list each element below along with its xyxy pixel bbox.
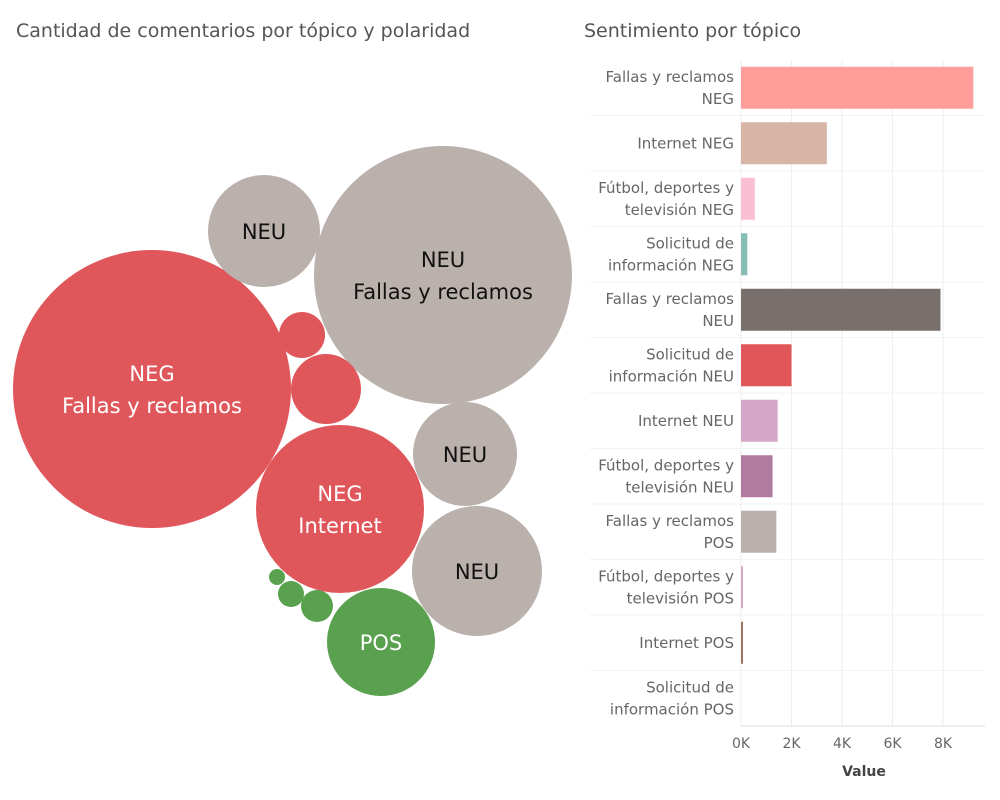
- bubble-circle[interactable]: [13, 250, 291, 528]
- bubble-circle[interactable]: [327, 588, 435, 696]
- bar[interactable]: [741, 66, 974, 109]
- category-label: NEG: [702, 90, 734, 108]
- bar[interactable]: [741, 455, 773, 498]
- bubble-circle[interactable]: [279, 312, 325, 358]
- bubble-pos[interactable]: [301, 590, 333, 622]
- bubble-label: NEU: [443, 443, 487, 467]
- bubble-circle[interactable]: [412, 506, 542, 636]
- bubble-circle[interactable]: [256, 425, 424, 593]
- bubble-label: NEU: [455, 560, 499, 584]
- category-label: Fútbol, deportes y: [598, 456, 734, 474]
- bubble-circle[interactable]: [278, 581, 304, 607]
- bubble-label: Fallas y reclamos: [353, 280, 533, 304]
- bubble-label: Fallas y reclamos: [62, 394, 242, 418]
- bubble-label: NEU: [242, 220, 286, 244]
- bubble-pos[interactable]: [269, 569, 285, 585]
- bar[interactable]: [741, 233, 748, 276]
- bubble-neu[interactable]: NEU: [412, 506, 542, 636]
- category-label: Fútbol, deportes y: [598, 567, 734, 585]
- bubble-label: NEG: [317, 482, 362, 506]
- bar[interactable]: [741, 566, 744, 609]
- category-label: información POS: [610, 700, 734, 718]
- category-label: NEU: [702, 312, 734, 330]
- category-label: televisión NEG: [625, 201, 734, 219]
- bubble-label: POS: [360, 631, 403, 655]
- category-label: Solicitud de: [646, 678, 734, 696]
- bar[interactable]: [741, 288, 941, 331]
- bubble-circle[interactable]: [269, 569, 285, 585]
- bubble-label: NEU: [421, 248, 465, 272]
- bar[interactable]: [741, 344, 792, 387]
- bubble-label: NEG: [129, 362, 174, 386]
- bubble-circle[interactable]: [208, 175, 320, 287]
- bubble-pos[interactable]: POS: [327, 588, 435, 696]
- category-label: televisión NEU: [625, 478, 734, 496]
- category-label: Internet NEU: [638, 412, 734, 430]
- bar-chart-title: Sentimiento por tópico: [584, 20, 802, 42]
- category-label: Fútbol, deportes y: [598, 179, 734, 197]
- category-label: Internet POS: [639, 634, 734, 652]
- category-label: Internet NEG: [637, 134, 734, 152]
- x-tick-label: 6K: [883, 736, 902, 752]
- bar[interactable]: [741, 399, 778, 442]
- x-tick-label: 0K: [732, 736, 751, 752]
- bar[interactable]: [741, 621, 743, 664]
- category-label: Solicitud de: [646, 345, 734, 363]
- category-label: POS: [704, 534, 734, 552]
- bubble-neu[interactable]: NEU: [208, 175, 320, 287]
- bubble-neg[interactable]: [279, 312, 325, 358]
- category-label: información NEU: [609, 367, 734, 385]
- x-axis-title: Value: [842, 764, 886, 780]
- category-label: Solicitud de: [646, 234, 734, 252]
- bubble-circle[interactable]: [291, 354, 361, 424]
- category-label: televisión POS: [627, 589, 734, 607]
- bubble-circle[interactable]: [301, 590, 333, 622]
- category-label: Fallas y reclamos: [606, 512, 735, 530]
- bubble-chart: NEU Fallas y reclamos NEG Fallas y reclamos…: [13, 146, 572, 696]
- x-tick-label: 8K: [934, 736, 953, 752]
- bar[interactable]: [741, 122, 827, 165]
- bubble-circle[interactable]: [314, 146, 572, 404]
- category-label: Fallas y reclamos: [606, 290, 735, 308]
- bubble-neg[interactable]: NEG Fallas y reclamos: [13, 250, 291, 528]
- bubble-neg[interactable]: [291, 354, 361, 424]
- x-tick-label: 4K: [833, 736, 852, 752]
- bubble-neg[interactable]: NEG Internet: [256, 425, 424, 593]
- bubble-circle[interactable]: [413, 402, 517, 506]
- bar[interactable]: [741, 177, 755, 220]
- x-tick-label: 2K: [782, 736, 801, 752]
- bubble-pos[interactable]: [278, 581, 304, 607]
- bubble-label: Internet: [298, 514, 381, 538]
- bubble-neu[interactable]: NEU: [413, 402, 517, 506]
- category-label: información NEG: [608, 256, 734, 274]
- bubble-chart-title: Cantidad de comentarios por tópico y pol…: [16, 20, 471, 42]
- bar[interactable]: [741, 510, 777, 553]
- category-label: Fallas y reclamos: [606, 68, 735, 86]
- bubble-neu[interactable]: NEU Fallas y reclamos: [314, 146, 572, 404]
